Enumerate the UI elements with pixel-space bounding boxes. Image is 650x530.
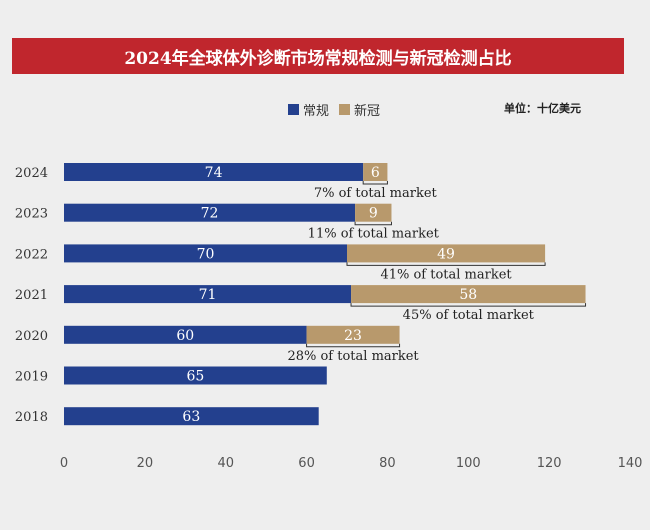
x-tick-label: 60 — [298, 456, 315, 471]
annotation-bracket — [362, 181, 388, 185]
annotation-label: 28% of total market — [287, 349, 419, 364]
legend-swatch-covid — [339, 104, 351, 115]
unit-label: 单位：十亿美元 — [504, 102, 581, 115]
bar-label-regular: 60 — [176, 328, 194, 344]
bar-label-regular: 70 — [197, 246, 215, 262]
bar-label-regular: 71 — [199, 287, 217, 303]
chart-title: 2024年全球体外诊断市场常规检测与新冠检测占比 — [12, 38, 624, 74]
bar-regular — [64, 244, 347, 263]
y-tick-label: 2022 — [15, 247, 48, 262]
bar-regular — [64, 163, 364, 181]
bar-covid — [363, 163, 388, 181]
x-tick-label: 100 — [456, 456, 481, 471]
annotation-label: 7% of total market — [314, 186, 438, 201]
y-tick-label: 2021 — [15, 288, 48, 303]
legend-swatch-regular — [288, 104, 299, 115]
bar-label-covid: 58 — [459, 287, 477, 303]
y-tick-label: 2023 — [15, 207, 48, 222]
y-tick-label: 2018 — [15, 410, 48, 425]
x-tick-label: 140 — [618, 456, 643, 471]
bar-covid — [351, 285, 586, 304]
y-tick-label: 2020 — [15, 329, 48, 344]
legend-label-regular: 常规 — [303, 104, 330, 119]
bar-label-regular: 65 — [186, 369, 204, 385]
annotation-bracket — [306, 343, 401, 348]
x-tick-label: 80 — [379, 456, 396, 471]
bar-covid — [347, 244, 546, 263]
annotation-bracket — [350, 303, 587, 307]
bar-label-covid: 49 — [437, 246, 455, 262]
x-tick-label: 40 — [217, 456, 234, 471]
y-tick-label: 2024 — [15, 166, 48, 181]
annotation-label: 45% of total market — [403, 308, 535, 323]
bar-regular — [64, 285, 352, 304]
bar-covid — [306, 325, 400, 344]
legend-label-covid: 新冠 — [354, 104, 381, 119]
bar-regular — [64, 366, 327, 385]
annotation-bracket — [354, 221, 392, 226]
legend-item-covid: 新冠 — [339, 100, 380, 119]
legend-item-regular: 常规 — [288, 100, 329, 119]
y-tick-label: 2019 — [15, 370, 48, 385]
annotation-bracket — [346, 262, 546, 266]
x-tick-label: 0 — [60, 456, 68, 471]
bar-label-covid: 23 — [344, 328, 362, 344]
bar-regular — [64, 325, 307, 344]
legend: 常规 新冠 — [288, 100, 380, 119]
bar-label-covid: 6 — [371, 165, 380, 181]
bar-covid — [355, 203, 392, 222]
bar-label-regular: 63 — [182, 409, 200, 425]
bar-label-covid: 9 — [369, 206, 378, 222]
bar-regular — [64, 407, 319, 426]
annotation-label: 41% of total market — [380, 267, 512, 282]
bar-label-regular: 72 — [201, 206, 219, 222]
x-tick-label: 120 — [537, 456, 562, 471]
bar-label-regular: 74 — [205, 165, 223, 181]
bar-regular — [64, 203, 356, 222]
x-tick-label: 20 — [137, 456, 154, 471]
annotation-label: 11% of total market — [308, 227, 440, 242]
